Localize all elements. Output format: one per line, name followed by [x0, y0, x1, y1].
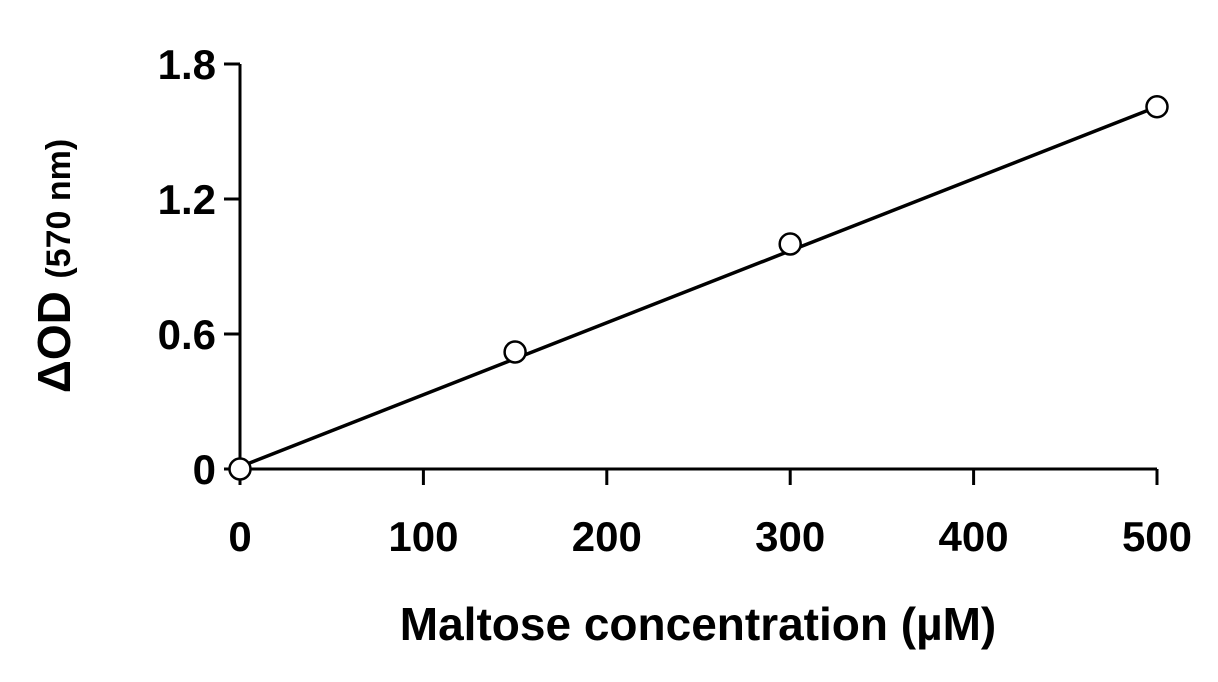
x-tick-label: 300	[755, 513, 825, 560]
x-tick-label: 400	[939, 513, 1009, 560]
y-axis-title-main: ΔOD	[28, 291, 80, 393]
ticks: 0 0.6 1.2 1.8 0 100 200 300 400 500	[158, 41, 1192, 560]
y-axis-title-unit: (570 nm)	[40, 139, 78, 279]
data-point	[1145, 95, 1169, 119]
data-point	[503, 340, 527, 364]
x-tick-label: 500	[1122, 513, 1192, 560]
y-tick-label: 1.2	[158, 176, 216, 223]
data-point	[228, 457, 252, 481]
y-tick-label: 0.6	[158, 311, 216, 358]
axes	[238, 64, 1157, 471]
x-tick-label: 0	[228, 513, 251, 560]
data-points	[228, 95, 1169, 481]
x-tick-label: 200	[572, 513, 642, 560]
data-point	[778, 232, 802, 256]
fit-line-group	[239, 105, 1158, 469]
x-tick-label: 100	[388, 513, 458, 560]
x-axis-title: Maltose concentration (µM)	[400, 598, 996, 650]
fit-line	[239, 105, 1158, 469]
y-tick-label: 0	[193, 446, 216, 493]
y-axis-title: ΔOD (570 nm)	[28, 139, 80, 393]
y-tick-label: 1.8	[158, 41, 216, 88]
